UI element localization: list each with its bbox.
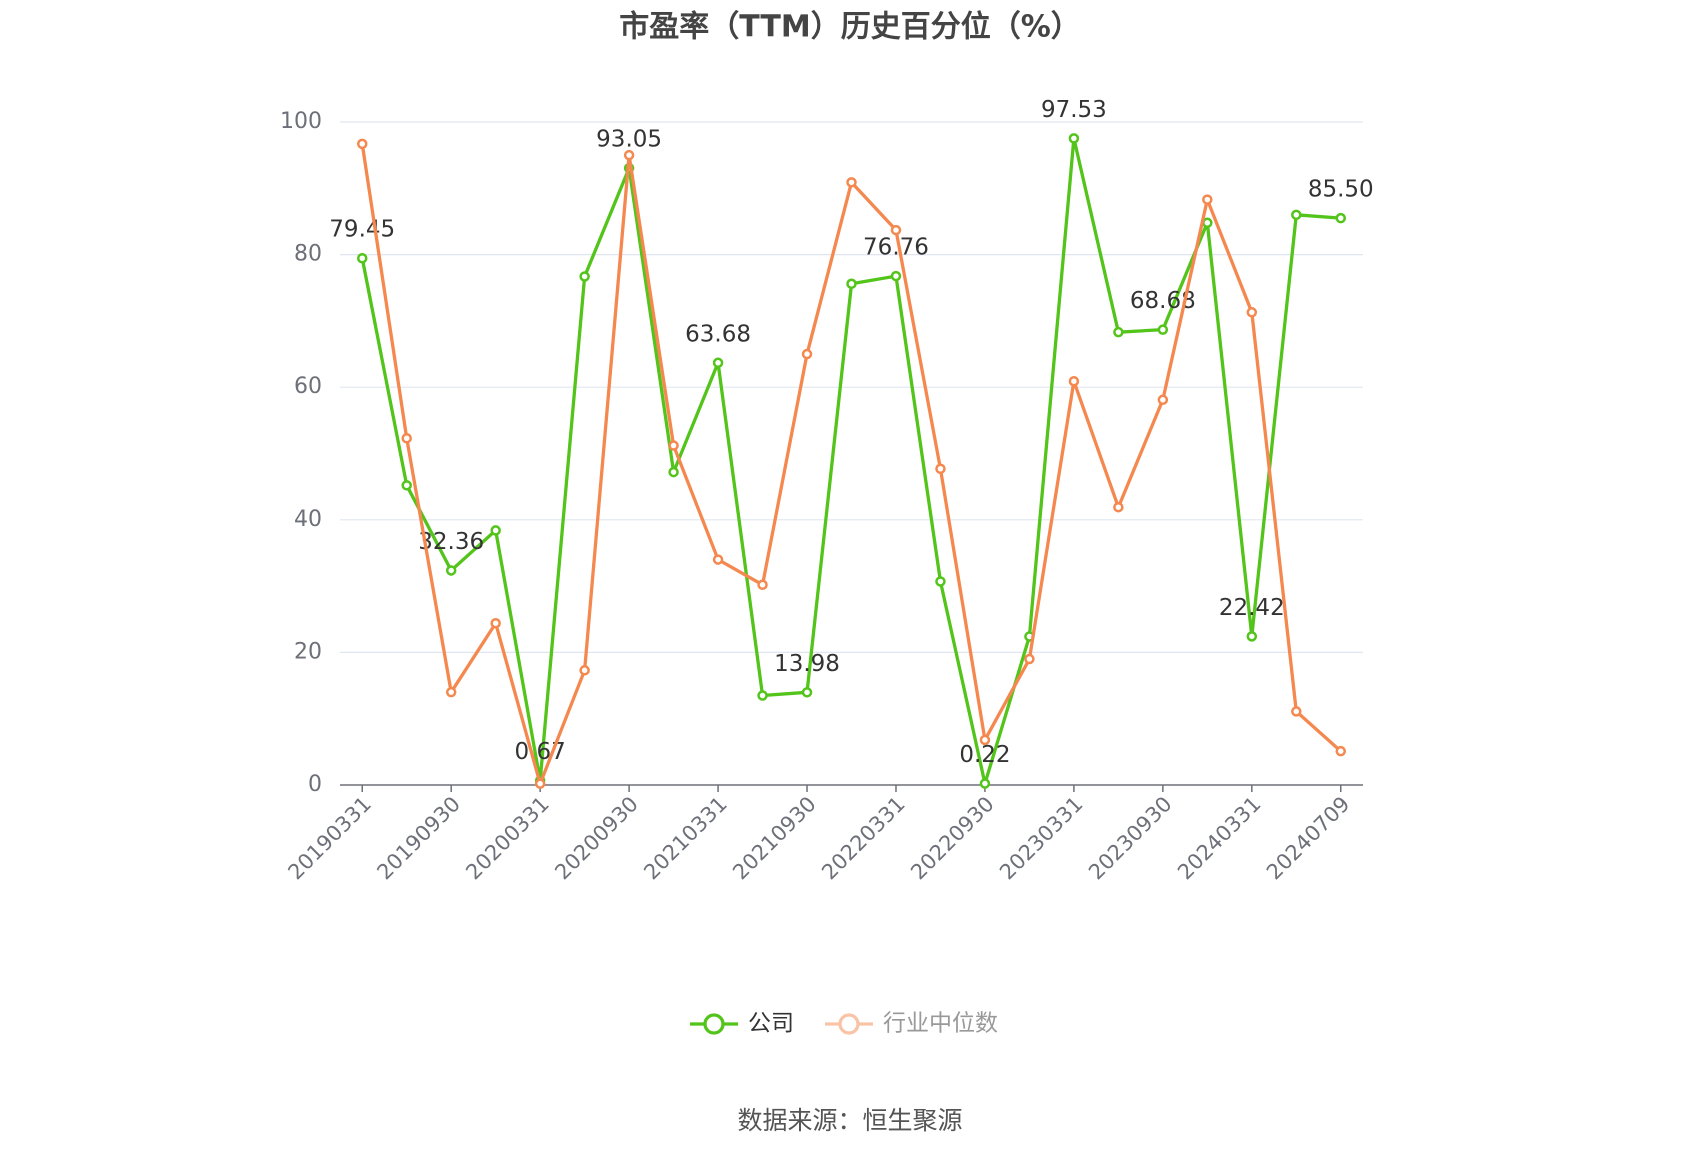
data-point <box>712 357 724 369</box>
data-point <box>579 271 590 282</box>
data-point <box>445 686 457 698</box>
data-point <box>1246 631 1258 642</box>
data-point <box>356 138 368 150</box>
x-tick-label: 20190930 <box>372 792 465 885</box>
data-label: 79.45 <box>329 217 395 243</box>
series-line <box>360 136 1341 786</box>
x-tick-label: 20220930 <box>906 792 999 885</box>
data-point <box>801 348 813 360</box>
data-point <box>890 224 902 236</box>
data-point <box>623 149 635 161</box>
x-tick-label: 20210331 <box>639 792 732 885</box>
x-tick-label: 20230930 <box>1084 792 1177 885</box>
data-point <box>801 687 813 698</box>
data-point <box>712 554 724 565</box>
data-label: 13.98 <box>774 651 840 677</box>
x-tick-label: 20240709 <box>1262 792 1355 885</box>
data-point <box>356 252 368 264</box>
data-point <box>757 690 768 701</box>
data-point <box>1202 194 1213 205</box>
data-point <box>1202 217 1213 229</box>
y-tick-label: 20 <box>294 639 322 664</box>
data-point <box>401 480 412 491</box>
data-label: 93.05 <box>596 127 662 153</box>
data-point <box>1157 394 1169 406</box>
x-tick-label: 20210930 <box>728 792 821 885</box>
data-point <box>401 433 412 444</box>
data-point <box>490 617 501 629</box>
data-point <box>1113 501 1124 513</box>
data-point <box>890 270 902 282</box>
data-point <box>979 734 991 746</box>
data-point <box>935 576 946 587</box>
data-point <box>1068 375 1080 387</box>
x-tick-label: 20220331 <box>817 792 910 885</box>
legend-marker[interactable] <box>703 1013 725 1035</box>
data-point <box>846 278 857 290</box>
data-label: 22.42 <box>1219 595 1285 621</box>
data-point <box>1113 326 1124 338</box>
data-point <box>534 778 546 789</box>
data-point <box>1024 653 1035 665</box>
data-point <box>757 579 768 591</box>
legend-label[interactable]: 行业中位数 <box>883 1011 998 1037</box>
data-label: 63.68 <box>685 321 751 347</box>
data-label: 32.36 <box>418 529 484 555</box>
data-label: 97.53 <box>1041 97 1107 123</box>
data-point <box>579 665 590 676</box>
data-point <box>935 463 946 474</box>
data-point <box>1157 324 1169 335</box>
data-label: 0.22 <box>959 742 1010 768</box>
legend-item[interactable]: 公司 <box>690 1011 794 1037</box>
y-tick-label: 60 <box>294 374 322 399</box>
data-point <box>668 440 679 451</box>
data-point <box>1246 307 1258 318</box>
x-tick-label: 20240331 <box>1173 792 1266 885</box>
y-tick-label: 100 <box>280 109 322 134</box>
y-tick-label: 80 <box>294 242 322 267</box>
x-tick-label: 20230331 <box>995 792 1088 885</box>
x-tick-label: 20200331 <box>461 792 554 885</box>
y-tick-label: 40 <box>294 507 322 532</box>
data-point <box>1068 133 1080 144</box>
data-point <box>445 565 457 576</box>
x-tick-label: 20190331 <box>283 792 376 885</box>
data-point <box>668 466 679 478</box>
source-note: 数据来源：恒生聚源 <box>737 1106 962 1135</box>
data-point <box>1291 706 1302 717</box>
data-point <box>846 177 857 188</box>
chart-title: 市盈率（TTM）历史百分位（%） <box>619 10 1081 45</box>
data-label: 85.50 <box>1308 177 1374 203</box>
y-tick-label: 0 <box>308 772 322 797</box>
legend-item[interactable]: 行业中位数 <box>825 1011 998 1037</box>
legend-marker[interactable] <box>838 1013 860 1035</box>
data-point <box>490 525 501 536</box>
x-tick-label: 20200930 <box>550 792 643 885</box>
data-point <box>1291 209 1302 221</box>
data-label: 0.67 <box>515 739 566 765</box>
series-line <box>360 143 1342 786</box>
data-point <box>1335 745 1347 757</box>
data-point <box>1335 212 1347 224</box>
legend-label[interactable]: 公司 <box>748 1011 794 1037</box>
data-point <box>979 778 991 789</box>
